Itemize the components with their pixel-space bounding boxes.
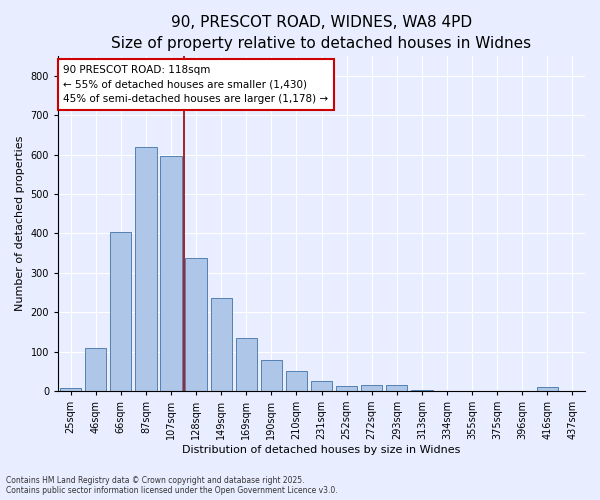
- Y-axis label: Number of detached properties: Number of detached properties: [15, 136, 25, 312]
- Bar: [110, 232, 131, 391]
- Bar: [260, 360, 282, 391]
- Bar: [536, 387, 558, 391]
- Title: 90, PRESCOT ROAD, WIDNES, WA8 4PD
Size of property relative to detached houses i: 90, PRESCOT ROAD, WIDNES, WA8 4PD Size o…: [112, 15, 532, 51]
- Bar: [211, 298, 232, 391]
- Bar: [386, 385, 407, 391]
- Bar: [135, 147, 157, 391]
- Bar: [311, 381, 332, 391]
- Text: Contains HM Land Registry data © Crown copyright and database right 2025.
Contai: Contains HM Land Registry data © Crown c…: [6, 476, 338, 495]
- X-axis label: Distribution of detached houses by size in Widnes: Distribution of detached houses by size …: [182, 445, 461, 455]
- Bar: [411, 390, 433, 391]
- Bar: [160, 156, 182, 391]
- Bar: [60, 388, 81, 391]
- Bar: [361, 385, 382, 391]
- Bar: [286, 371, 307, 391]
- Bar: [185, 258, 207, 391]
- Text: 90 PRESCOT ROAD: 118sqm
← 55% of detached houses are smaller (1,430)
45% of semi: 90 PRESCOT ROAD: 118sqm ← 55% of detache…: [64, 64, 328, 104]
- Bar: [236, 338, 257, 391]
- Bar: [336, 386, 357, 391]
- Bar: [85, 348, 106, 391]
